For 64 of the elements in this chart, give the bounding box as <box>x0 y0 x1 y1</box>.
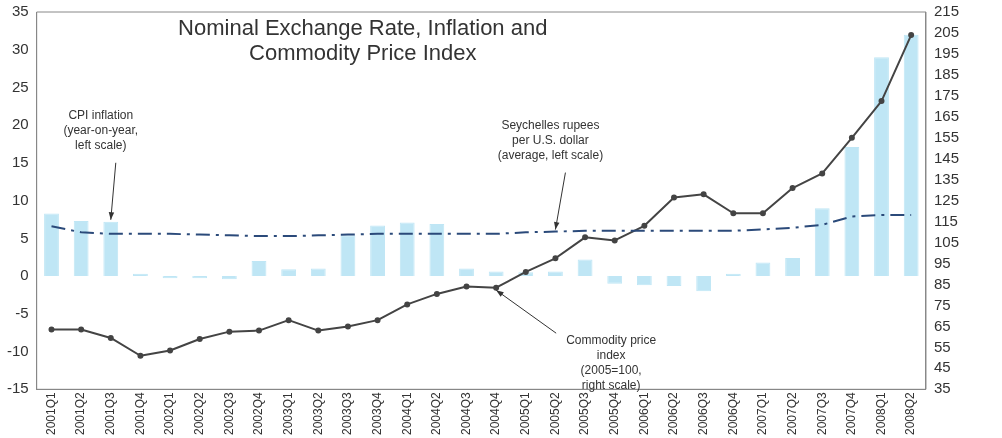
x-tick-label: 2007Q4 <box>844 391 859 435</box>
x-tick-label: 2002Q1 <box>162 391 177 435</box>
y-tick-label: 25 <box>11 77 29 95</box>
y2-tick-label: 85 <box>933 274 951 292</box>
x-tick-label: 2004Q2 <box>429 391 444 435</box>
x-tick-label: 2005Q3 <box>577 391 592 435</box>
y-tick-label: -5 <box>15 303 29 321</box>
y-tick-label: 20 <box>11 115 29 133</box>
x-tick-label: 2007Q3 <box>814 391 829 435</box>
x-tick-label: 2002Q2 <box>192 391 207 435</box>
text: Nominal Exchange Rate, Inflation and Commodity Price Index <box>178 15 548 66</box>
x-tick-label: 2003Q3 <box>340 391 355 435</box>
y2-tick-label: 175 <box>933 85 959 103</box>
x-tick-label: 2001Q2 <box>73 391 88 435</box>
x-tick-label: 2003Q1 <box>280 391 295 435</box>
x-tick-label: 2001Q4 <box>132 391 147 435</box>
y-tick-label: -10 <box>6 341 29 359</box>
x-tick-label: 2004Q4 <box>488 391 503 435</box>
y2-tick-label: 135 <box>933 169 959 187</box>
y2-tick-label: 145 <box>933 148 959 166</box>
x-tick-label: 2003Q4 <box>369 391 384 435</box>
x-tick-label: 2006Q2 <box>666 391 681 435</box>
x-tick-label: 2005Q1 <box>518 391 533 435</box>
x-tick-label: 2005Q4 <box>607 391 622 435</box>
y-tick-label: 35 <box>11 2 29 20</box>
y-tick-label: -15 <box>6 379 29 397</box>
annotation: CPI inflation (year-on-year, left scale) <box>63 108 139 153</box>
x-tick-label: 2002Q4 <box>251 391 266 435</box>
y-tick-label: 5 <box>20 228 29 246</box>
y2-tick-label: 55 <box>933 337 951 355</box>
x-tick-label: 2007Q2 <box>784 391 799 435</box>
x-tick-label: 2006Q3 <box>695 391 710 435</box>
x-tick-label: 2002Q3 <box>221 391 236 435</box>
y-tick-label: 0 <box>20 266 29 284</box>
y2-tick-label: 195 <box>933 44 959 62</box>
y2-tick-label: 95 <box>933 253 951 271</box>
x-tick-label: 2006Q1 <box>636 391 651 435</box>
y2-tick-label: 35 <box>933 379 951 397</box>
y2-tick-label: 65 <box>933 316 951 334</box>
x-tick-label: 2001Q1 <box>43 391 58 435</box>
y2-tick-label: 125 <box>933 190 959 208</box>
y2-tick-label: 45 <box>933 358 951 376</box>
y2-tick-label: 205 <box>933 23 959 41</box>
y-tick-label: 15 <box>11 153 29 171</box>
y2-tick-label: 165 <box>933 106 959 124</box>
x-tick-label: 2007Q1 <box>755 391 770 435</box>
x-tick-label: 2004Q1 <box>399 391 414 435</box>
y2-tick-label: 215 <box>933 2 959 20</box>
y-tick-label: 30 <box>11 39 29 57</box>
y2-tick-label: 115 <box>933 211 958 229</box>
y2-tick-label: 105 <box>933 232 959 250</box>
x-tick-label: 2004Q3 <box>458 391 473 435</box>
x-tick-label: 2008Q1 <box>873 391 888 435</box>
y-tick-label: 10 <box>11 190 29 208</box>
x-tick-label: 2001Q3 <box>103 391 118 435</box>
y2-tick-label: 185 <box>933 65 959 83</box>
annotation: Seychelles rupees per U.S. dollar (average, left scale) <box>497 117 604 162</box>
y2-tick-label: 75 <box>933 295 951 313</box>
annotation: Commodity price index (2005=100, right scale) <box>566 333 657 393</box>
x-tick-label: 2003Q2 <box>310 391 325 435</box>
x-tick-label: 2008Q2 <box>903 391 918 435</box>
y2-tick-label: 155 <box>933 127 959 145</box>
x-tick-label: 2006Q4 <box>725 391 740 435</box>
x-tick-label: 2005Q2 <box>547 391 562 435</box>
